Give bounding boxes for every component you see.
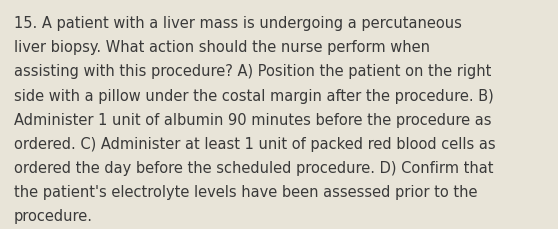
Text: procedure.: procedure. bbox=[14, 208, 93, 223]
Text: liver biopsy. What action should the nurse perform when: liver biopsy. What action should the nur… bbox=[14, 40, 430, 55]
Text: ordered the day before the scheduled procedure. D) Confirm that: ordered the day before the scheduled pro… bbox=[14, 160, 493, 175]
Text: ordered. C) Administer at least 1 unit of packed red blood cells as: ordered. C) Administer at least 1 unit o… bbox=[14, 136, 496, 151]
Text: Administer 1 unit of albumin 90 minutes before the procedure as: Administer 1 unit of albumin 90 minutes … bbox=[14, 112, 492, 127]
Text: side with a pillow under the costal margin after the procedure. B): side with a pillow under the costal marg… bbox=[14, 88, 494, 103]
Text: assisting with this procedure? A) Position the patient on the right: assisting with this procedure? A) Positi… bbox=[14, 64, 492, 79]
Text: 15. A patient with a liver mass is undergoing a percutaneous: 15. A patient with a liver mass is under… bbox=[14, 16, 462, 31]
Text: the patient's electrolyte levels have been assessed prior to the: the patient's electrolyte levels have be… bbox=[14, 184, 478, 199]
